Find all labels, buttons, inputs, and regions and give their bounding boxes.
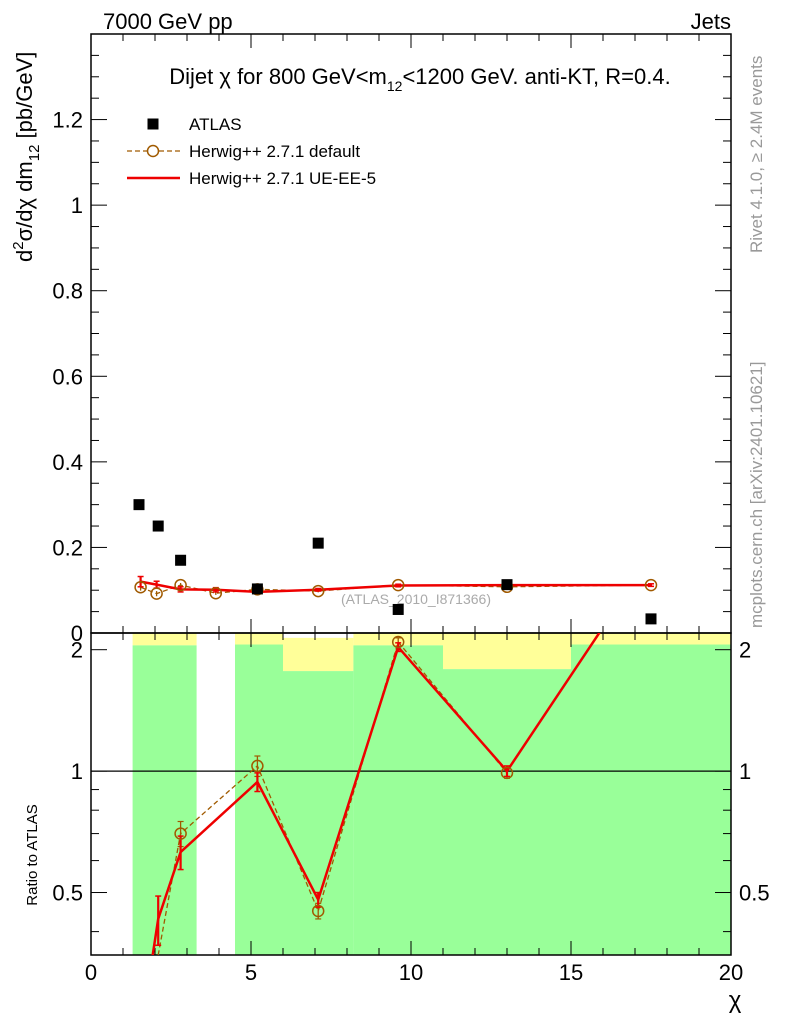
main-plot-frame — [90, 33, 732, 634]
marker-atlas — [501, 579, 513, 591]
ratio-band-green — [132, 645, 197, 955]
x-axis-label: χ — [729, 987, 742, 1014]
legend-entry-label: Herwig++ 2.7.1 UE-EE-5 — [189, 169, 376, 188]
ratio-band-yellow — [132, 633, 197, 646]
ratio-series — [151, 633, 601, 955]
ratio-marker-herwig-default — [311, 904, 325, 918]
x-tick-label: 0 — [85, 960, 97, 985]
ratio-band-yellow — [283, 637, 354, 672]
header-right: Jets — [691, 9, 731, 34]
marker-atlas — [392, 603, 404, 615]
ratio-y-tick-label-right: 1 — [739, 759, 751, 784]
ratio-band-yellow — [571, 633, 731, 645]
marker-herwig-default — [174, 578, 187, 592]
marker-atlas — [175, 554, 187, 566]
x-tick-label: 5 — [245, 960, 257, 985]
ratio-y-tick-label-right: 2 — [739, 638, 751, 663]
marker-atlas — [312, 537, 324, 549]
ratio-band-green — [353, 645, 443, 955]
marker-herwig-default — [644, 578, 658, 592]
ratio-marker-herwig-default — [251, 759, 264, 773]
legend-entry-label: ATLAS — [189, 115, 242, 134]
ratio-y-tick-label: 0.5 — [52, 881, 83, 906]
legend-entry-label: Herwig++ 2.7.1 default — [189, 142, 360, 161]
ratio-ylabel: Ratio to ATLAS — [24, 804, 41, 905]
ratio-band-yellow — [235, 633, 283, 645]
marker-herwig-default — [391, 578, 405, 592]
main-y-tick-label: 0.4 — [52, 450, 83, 475]
legend-marker-herwig-default — [146, 144, 160, 158]
side-label-rivet: Rivet 4.1.0, ≥ 2.4M events — [747, 56, 766, 253]
main-y-tick-label: 0 — [71, 621, 83, 646]
ratio-band-green — [443, 669, 571, 955]
ratio-band-green — [235, 644, 283, 955]
marker-herwig-default — [150, 587, 163, 600]
main-y-tick-label: 1.2 — [52, 108, 83, 133]
ratio-y-tick-label: 1 — [71, 759, 83, 784]
chart-title: Dijet χ for 800 GeV<m12<1200 GeV. anti-K… — [169, 64, 670, 94]
marker-atlas — [645, 613, 657, 625]
ratio-marker-herwig-default — [174, 827, 187, 840]
main-series — [133, 499, 658, 625]
main-y-tick-label: 0.2 — [52, 535, 83, 560]
main-ylabel: d2σ/dχ dm12 [pb/GeV] — [10, 52, 43, 262]
main-y-tick-label: 0.8 — [52, 279, 83, 304]
marker-herwig-default — [209, 586, 223, 600]
ratio-y-tick-label: 2 — [71, 638, 83, 663]
ratio-marker-herwig-default — [500, 766, 514, 780]
marker-atlas — [251, 583, 263, 595]
ratio-marker-herwig-default — [391, 635, 405, 649]
ratio-y-tick-label-right: 0.5 — [739, 881, 770, 906]
marker-atlas — [152, 520, 164, 532]
marker-herwig-default — [311, 584, 325, 598]
ratio-band-green — [571, 644, 731, 955]
legend-marker-atlas — [147, 118, 159, 130]
ratio-bands — [132, 633, 731, 955]
x-tick-label: 10 — [399, 960, 423, 985]
header-left: 7000 GeV pp — [103, 9, 233, 34]
x-tick-label: 15 — [559, 960, 583, 985]
side-label-mcplots: mcplots.cern.ch [arXiv:2401.10621] — [747, 362, 766, 628]
main-y-tick-label: 1 — [71, 193, 83, 218]
ratio-line-herwig-ue — [151, 633, 601, 955]
x-tick-label: 20 — [719, 960, 743, 985]
analysis-watermark: (ATLAS_2010_I871366) — [341, 591, 491, 607]
marker-atlas — [133, 499, 145, 511]
main-y-tick-label: 0.6 — [52, 364, 83, 389]
marker-herwig-default — [134, 580, 147, 594]
